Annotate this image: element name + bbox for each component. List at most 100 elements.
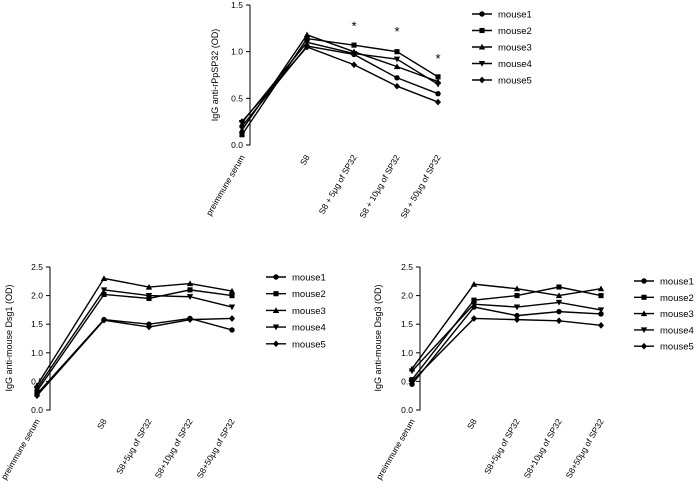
legend-label: mouse3: [660, 309, 694, 320]
data-point-mouse1: [435, 90, 441, 97]
legend-marker: [640, 342, 648, 350]
legend-marker: [273, 274, 279, 280]
legend-marker: [641, 278, 647, 284]
legend-label: mouse4: [292, 323, 326, 334]
data-point-mouse2: [229, 293, 235, 299]
data-point-mouse5: [145, 323, 153, 331]
x-tick-label: S8+10μg of SP32: [522, 417, 564, 480]
y-tick-label: 1.0: [401, 348, 413, 358]
data-point-mouse5: [408, 378, 416, 385]
data-point-mouse4: [303, 39, 311, 46]
legend-label: mouse3: [498, 43, 532, 54]
x-tick-label: S8 + 50μg of SP32: [398, 153, 443, 220]
y-tick-label: 2.0: [31, 291, 43, 301]
data-point-mouse3: [145, 283, 153, 290]
legend-marker: [272, 340, 280, 348]
legend-marker: [640, 327, 648, 334]
data-point-mouse5: [33, 392, 41, 400]
data-point-mouse3: [555, 292, 563, 299]
legend: mouse1 mouse2 mouse3 mouse4 mouse5: [472, 10, 532, 87]
data-point-mouse3: [100, 275, 108, 281]
data-point-mouse2: [394, 49, 400, 55]
legend-label: mouse5: [292, 339, 326, 350]
data-point-mouse4: [33, 385, 41, 392]
data-point-mouse1: [394, 75, 400, 81]
chart-panel-3: 0.0 0.5 1.0 1.5 2.0 2.5 IgG anti-mouse Dsg3 (O…: [373, 262, 694, 481]
data-point-mouse2: [351, 42, 357, 48]
x-tick-label: S8 + 5μg of SP32: [317, 153, 359, 216]
y-tick-label: 1.5: [401, 319, 413, 329]
data-point-mouse4: [470, 301, 478, 308]
data-point-mouse4: [350, 50, 358, 57]
legend-label: mouse5: [660, 342, 694, 353]
data-point-mouse2: [101, 291, 107, 298]
y-tick-label: 0.5: [231, 93, 243, 103]
data-point-mouse4: [145, 293, 153, 299]
chart-panel-2: 0.0 0.5 1.0 1.5 2.0 2.5 IgG anti-mouse Dsg1 (O…: [0, 262, 326, 481]
data-point-mouse5: [470, 315, 478, 322]
data-point-mouse1: [229, 327, 235, 333]
series-line-mouse5: [36, 317, 233, 397]
data-point-mouse3: [470, 280, 478, 287]
x-tick-label: S8 + 10μg of SP32: [357, 153, 402, 220]
x-tick-label: S8+10μg of SP32: [153, 417, 195, 480]
y-tick-label: 1.0: [231, 47, 243, 57]
legend-marker: [640, 310, 648, 317]
data-point-mouse5: [434, 98, 442, 106]
data-point-mouse2: [598, 293, 604, 299]
data-point-mouse4: [186, 294, 194, 300]
series-line-mouse2: [411, 286, 602, 381]
y-tick-label: 1.5: [31, 319, 43, 329]
data-point-mouse5: [186, 316, 194, 323]
legend-marker: [272, 307, 280, 313]
data-point-mouse3: [597, 285, 605, 292]
data-point-mouse5: [350, 61, 358, 69]
data-point-mouse4: [513, 304, 521, 311]
y-tick-label: 1.0: [31, 348, 43, 358]
data-point-mouse5: [238, 118, 246, 126]
significance-asterisk: *: [435, 51, 440, 66]
data-point-mouse4: [100, 287, 108, 294]
y-axis-label: IgG anti-mouse Dsg3 (OD): [373, 284, 383, 391]
legend-label: mouse1: [292, 273, 326, 284]
x-tick-label: preimmune serum: [204, 153, 247, 217]
x-tick-label: S8+50μg of SP32: [195, 417, 237, 480]
data-point-mouse2: [435, 74, 441, 80]
legend-label: mouse3: [292, 306, 326, 317]
legend: mouse1 mouse2 mouse3 mouse4 mouse5: [634, 277, 694, 353]
data-point-mouse3: [238, 126, 246, 133]
x-tick-label: preimmune serum: [0, 417, 42, 481]
legend-marker: [641, 294, 647, 300]
data-point-mouse5: [597, 321, 605, 329]
y-tick-label: 2.0: [401, 291, 413, 301]
legend: mouse1 mouse2 mouse3 mouse4 mouse5: [266, 273, 326, 350]
data-point-mouse5: [100, 316, 108, 324]
data-point-mouse5: [393, 82, 401, 90]
x-tick-label: S8: [95, 417, 109, 431]
y-tick-label: 0.5: [31, 376, 43, 386]
y-tick-label: 0.0: [31, 405, 43, 415]
data-point-mouse3: [186, 280, 194, 287]
y-tick-label: 1.5: [231, 0, 243, 10]
x-tick-label: S8+5μg of SP32: [114, 417, 154, 476]
legend-label: mouse4: [498, 59, 532, 70]
data-point-mouse1: [514, 312, 520, 319]
y-tick-label: 0.0: [231, 140, 243, 150]
data-point-mouse3: [393, 63, 401, 70]
data-point-mouse4: [228, 304, 236, 311]
data-point-mouse2: [556, 284, 562, 290]
legend-label: mouse2: [660, 293, 694, 304]
y-tick-label: 2.5: [31, 262, 43, 272]
legend-label: mouse4: [660, 325, 694, 336]
data-point-mouse5: [513, 316, 521, 323]
legend-label: mouse2: [498, 26, 532, 37]
data-point-mouse2: [304, 36, 310, 42]
data-point-mouse1: [556, 308, 562, 315]
significance-asterisk: *: [394, 24, 399, 39]
y-tick-label: 0.5: [401, 376, 413, 386]
legend-label: mouse2: [292, 289, 326, 300]
data-point-mouse2: [471, 297, 477, 303]
y-axis-label: IgG anti-rPpSP32 (OD): [210, 29, 220, 122]
legend-marker: [272, 324, 280, 331]
